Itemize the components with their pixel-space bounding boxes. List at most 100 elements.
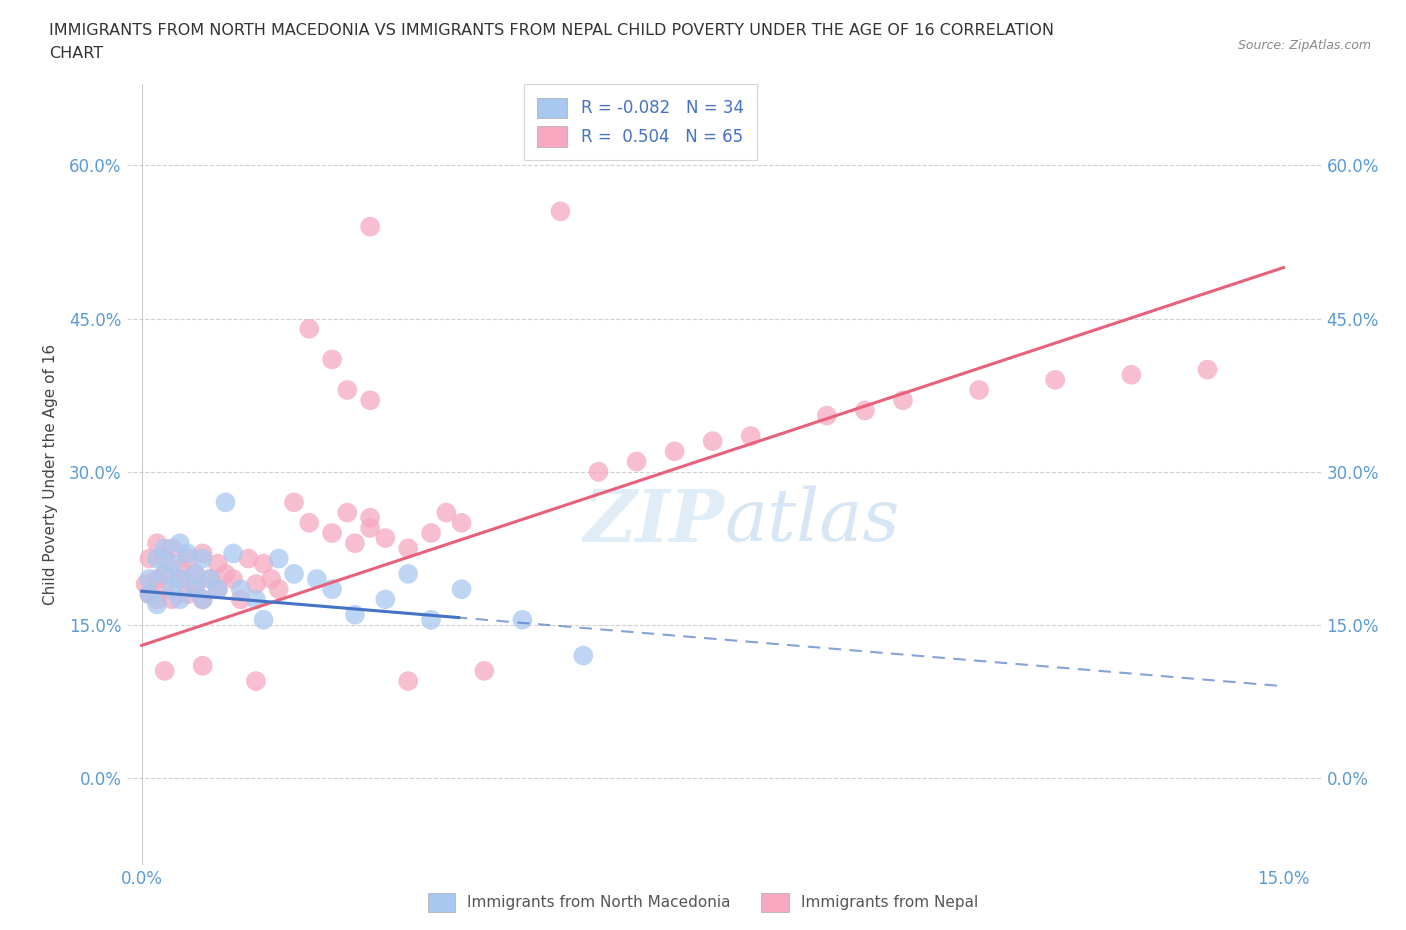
Point xyxy=(153,663,176,678)
Point xyxy=(260,572,283,587)
Point xyxy=(298,322,321,337)
Point xyxy=(305,572,328,587)
Point xyxy=(252,612,274,627)
Point xyxy=(664,444,686,458)
Point xyxy=(146,572,169,587)
Point xyxy=(153,566,176,581)
Point xyxy=(1045,372,1067,387)
Point xyxy=(200,572,222,587)
Legend: R = -0.082   N = 34, R =  0.504   N = 65: R = -0.082 N = 34, R = 0.504 N = 65 xyxy=(524,85,756,160)
Point xyxy=(146,597,169,612)
Point xyxy=(283,566,305,581)
Point xyxy=(550,204,572,219)
Point xyxy=(184,566,207,581)
Point xyxy=(321,352,343,366)
Point xyxy=(160,582,183,597)
Point xyxy=(420,525,443,540)
Point xyxy=(321,525,343,540)
Text: atlas: atlas xyxy=(724,485,900,556)
Point xyxy=(191,592,214,607)
Point xyxy=(267,551,290,566)
Point xyxy=(1197,362,1219,377)
Text: Source: ZipAtlas.com: Source: ZipAtlas.com xyxy=(1237,39,1371,52)
Point xyxy=(283,495,305,510)
Point xyxy=(207,582,229,597)
Point xyxy=(146,536,169,551)
Legend: Immigrants from North Macedonia, Immigrants from Nepal: Immigrants from North Macedonia, Immigra… xyxy=(422,887,984,918)
Point xyxy=(359,392,381,407)
Point xyxy=(588,464,610,479)
Point xyxy=(420,612,443,627)
Point xyxy=(153,541,176,556)
Point xyxy=(374,592,396,607)
Point xyxy=(191,658,214,673)
Point xyxy=(359,511,381,525)
Point xyxy=(343,607,366,622)
Point xyxy=(191,592,214,607)
Point xyxy=(626,454,648,469)
Point xyxy=(245,673,267,688)
Point xyxy=(169,572,191,587)
Point xyxy=(374,531,396,546)
Point xyxy=(396,673,419,688)
Point xyxy=(169,572,191,587)
Point xyxy=(184,582,207,597)
Point xyxy=(891,392,914,407)
Point xyxy=(359,219,381,234)
Point xyxy=(160,592,183,607)
Point xyxy=(967,382,990,397)
Point xyxy=(191,546,214,561)
Point xyxy=(229,592,252,607)
Point xyxy=(200,572,222,587)
Point xyxy=(146,592,169,607)
Point xyxy=(815,408,838,423)
Point xyxy=(1121,367,1143,382)
Point xyxy=(146,551,169,566)
Point xyxy=(252,556,274,571)
Point xyxy=(222,572,245,587)
Text: CHART: CHART xyxy=(49,46,103,61)
Point xyxy=(321,582,343,597)
Point xyxy=(472,663,495,678)
Point xyxy=(169,536,191,551)
Text: ZIP: ZIP xyxy=(583,485,724,557)
Point xyxy=(267,582,290,597)
Point xyxy=(153,551,176,566)
Point xyxy=(512,612,534,627)
Point xyxy=(229,582,252,597)
Text: IMMIGRANTS FROM NORTH MACEDONIA VS IMMIGRANTS FROM NEPAL CHILD POVERTY UNDER THE: IMMIGRANTS FROM NORTH MACEDONIA VS IMMIG… xyxy=(49,23,1054,38)
Point xyxy=(853,403,876,418)
Point xyxy=(138,587,160,602)
Point xyxy=(214,566,236,581)
Point xyxy=(245,592,267,607)
Point xyxy=(359,521,381,536)
Point xyxy=(434,505,457,520)
Point xyxy=(298,515,321,530)
Point xyxy=(572,648,595,663)
Point xyxy=(450,515,472,530)
Point xyxy=(740,429,762,444)
Point xyxy=(176,546,198,561)
Point xyxy=(138,587,160,602)
Point xyxy=(176,587,198,602)
Point xyxy=(214,495,236,510)
Point xyxy=(336,505,359,520)
Point xyxy=(169,592,191,607)
Point xyxy=(160,556,183,571)
Point xyxy=(396,566,419,581)
Point xyxy=(238,551,260,566)
Point xyxy=(207,582,229,597)
Y-axis label: Child Poverty Under the Age of 16: Child Poverty Under the Age of 16 xyxy=(44,344,58,604)
Point xyxy=(222,546,245,561)
Point xyxy=(336,382,359,397)
Point xyxy=(184,566,207,581)
Point xyxy=(160,541,183,556)
Point xyxy=(138,572,160,587)
Point xyxy=(176,551,198,566)
Point xyxy=(245,577,267,591)
Point xyxy=(135,577,157,591)
Point xyxy=(153,582,176,597)
Point xyxy=(169,562,191,577)
Point xyxy=(184,582,207,597)
Point xyxy=(138,551,160,566)
